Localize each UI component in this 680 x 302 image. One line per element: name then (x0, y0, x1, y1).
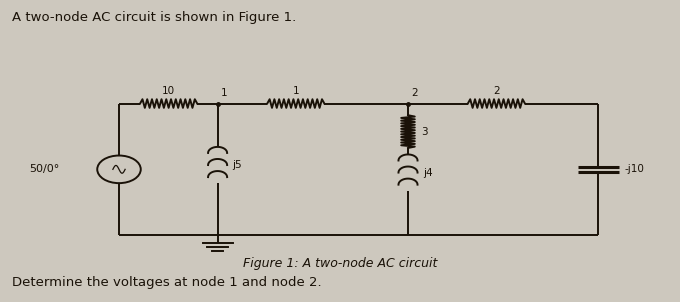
Text: 1: 1 (292, 86, 299, 96)
Text: 1: 1 (221, 88, 228, 98)
Text: 10: 10 (162, 86, 175, 96)
Text: 50/0°: 50/0° (30, 164, 60, 174)
Text: j4: j4 (423, 168, 432, 178)
Text: -j10: -j10 (624, 164, 644, 174)
Text: Figure 1: A two-node AC circuit: Figure 1: A two-node AC circuit (243, 257, 437, 270)
Text: j5: j5 (233, 160, 242, 170)
Text: 3: 3 (422, 127, 428, 137)
Text: A two-node AC circuit is shown in Figure 1.: A two-node AC circuit is shown in Figure… (12, 11, 296, 24)
Text: 2: 2 (411, 88, 418, 98)
Text: Determine the voltages at node 1 and node 2.: Determine the voltages at node 1 and nod… (12, 276, 322, 289)
Text: 2: 2 (493, 86, 500, 96)
